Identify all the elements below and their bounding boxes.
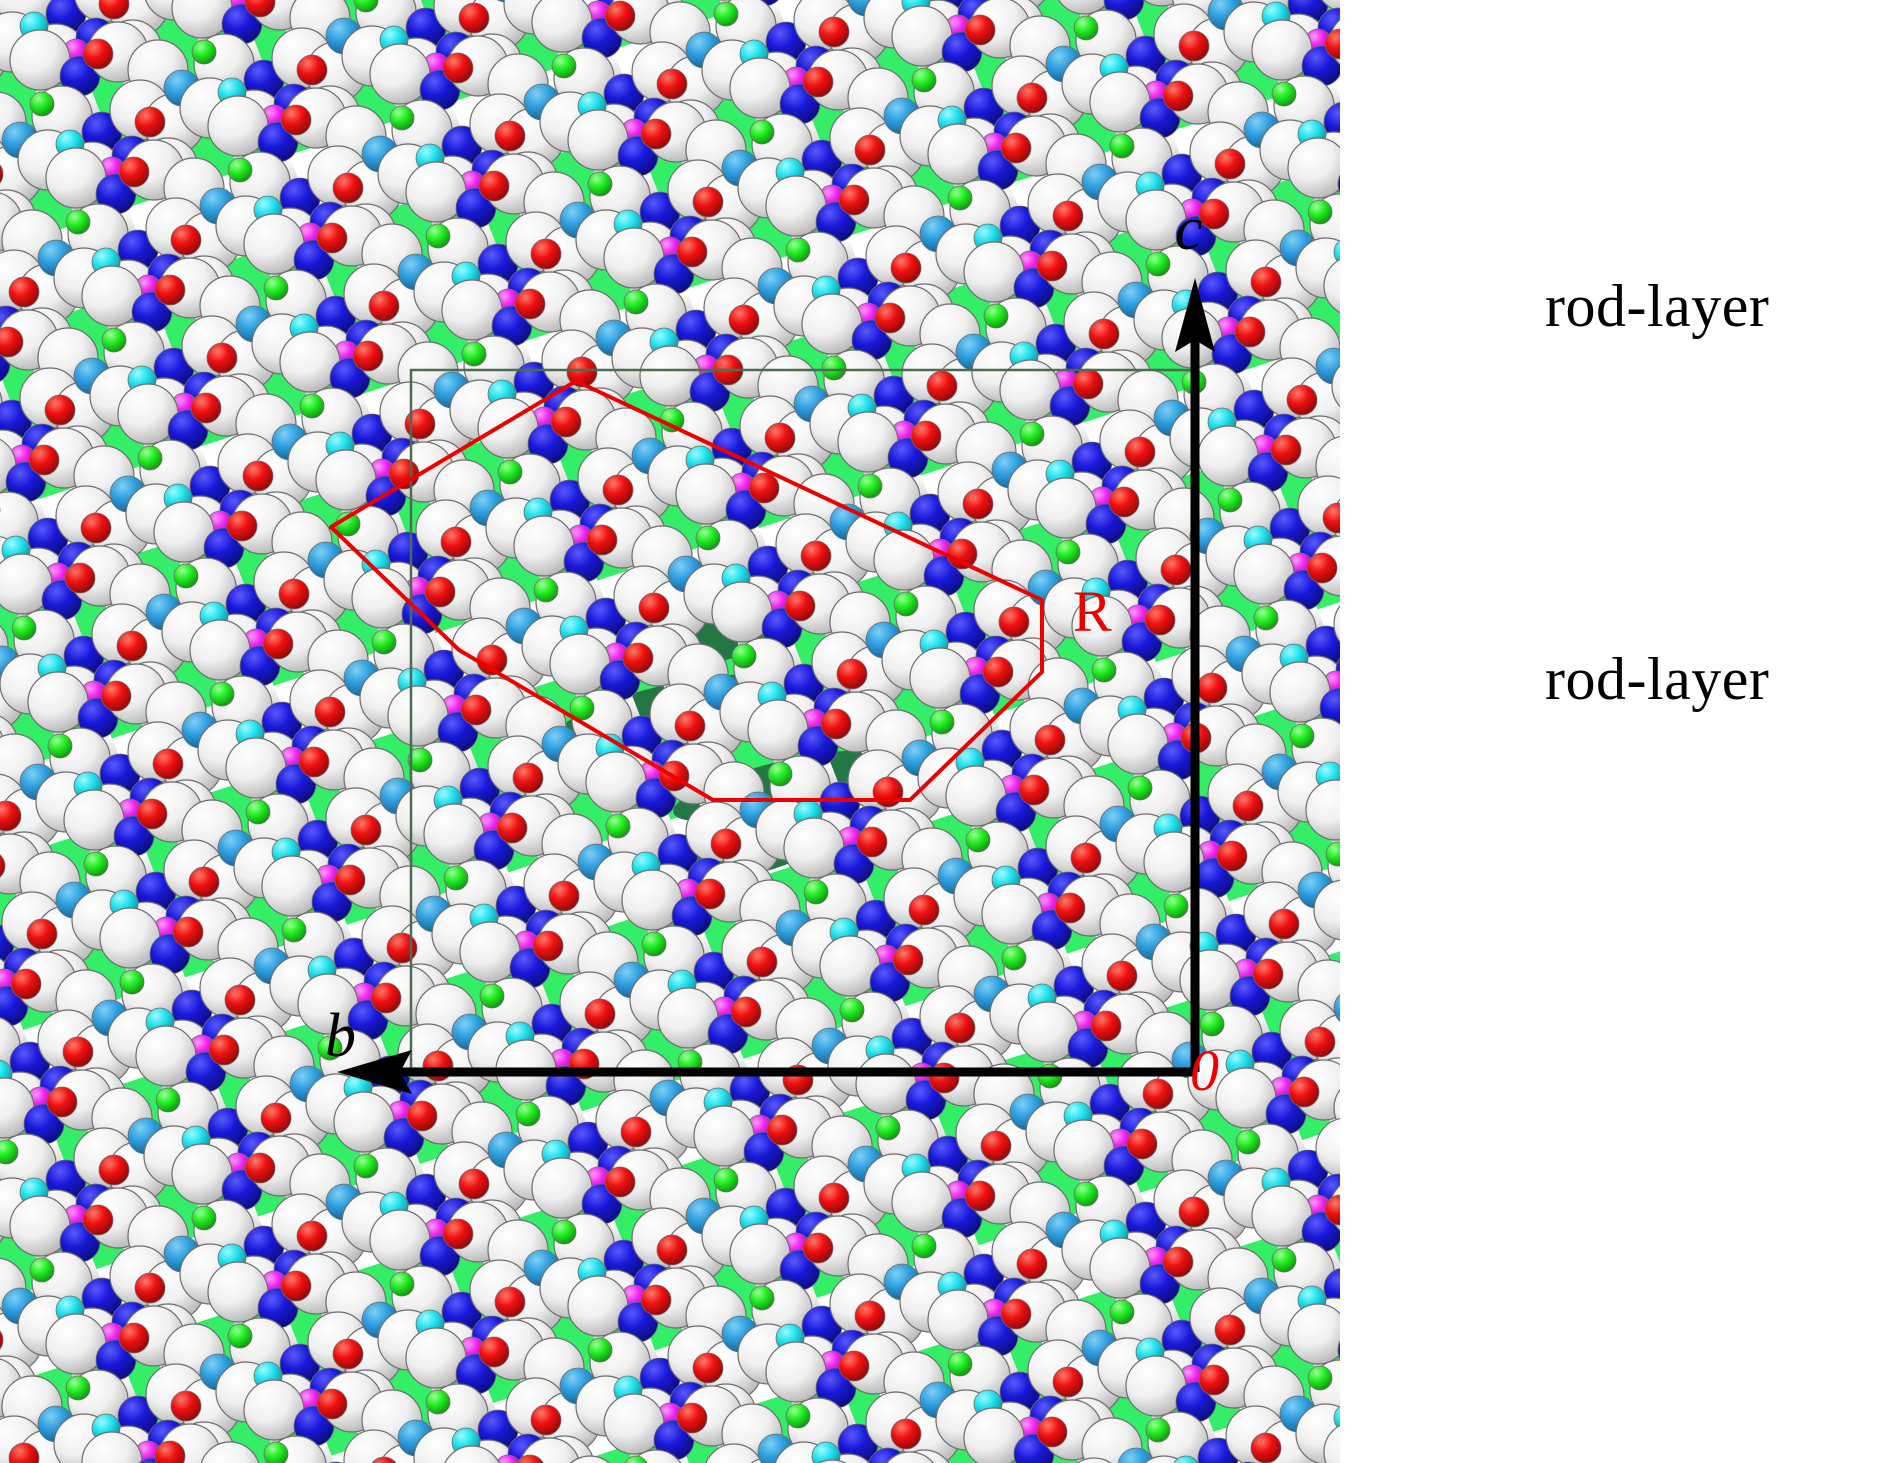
- axis-b-arrowhead: [337, 1050, 412, 1094]
- axis-label-c: c: [1175, 195, 1203, 263]
- crystallographic-axes: [337, 278, 1215, 1094]
- rod-layer-label-bottom: rod-layer: [1545, 646, 1770, 712]
- origin-label: 0: [1190, 1038, 1219, 1103]
- axis-label-b: b: [325, 1002, 356, 1070]
- structure-panel: [0, 0, 1340, 1463]
- unit-cell-label-R: R: [1073, 579, 1112, 644]
- unit-cell-outline: [329, 379, 1044, 802]
- rod-layer-label-top: rod-layer: [1545, 273, 1770, 339]
- axis-c-arrowhead: [1175, 278, 1215, 352]
- crystal-structure-canvas: [0, 0, 1340, 1463]
- ball-and-stick-lattice: [0, 0, 1340, 1463]
